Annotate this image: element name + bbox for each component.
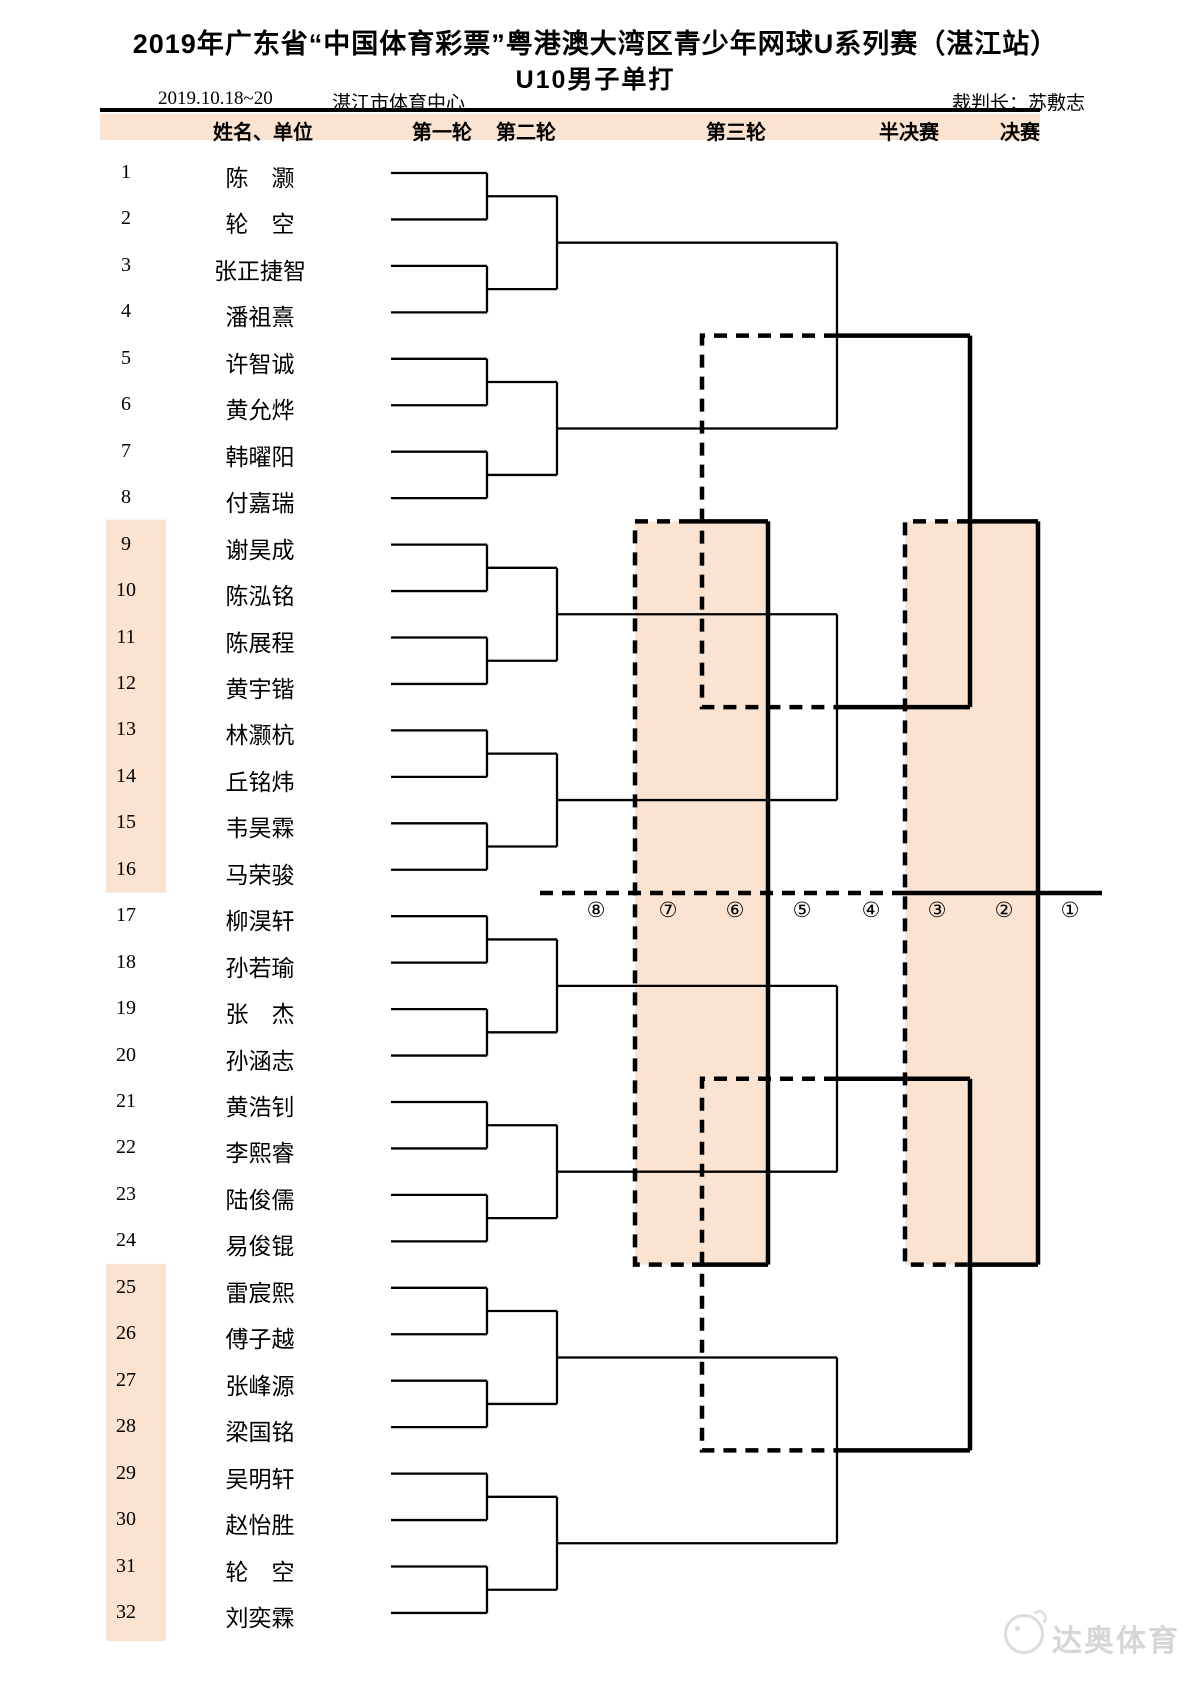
column-header-semifinal: 半决赛 <box>879 122 939 144</box>
axis-position-label: ⑥ <box>725 897 745 922</box>
page-title: 2019年广东省“中国体育彩票”粤港澳大湾区青少年网球U系列赛（湛江站） <box>132 29 1059 59</box>
player-number: 5 <box>121 346 131 369</box>
player-name: 林灏杭 <box>225 723 295 749</box>
column-header-round3: 第三轮 <box>706 122 766 144</box>
player-number: 6 <box>121 393 131 416</box>
column-header-round2: 第二轮 <box>496 122 556 144</box>
player-name: 谢昊成 <box>225 537 295 563</box>
player-number: 23 <box>116 1182 136 1205</box>
axis-position-label: ① <box>1060 897 1080 922</box>
player-number: 14 <box>116 764 136 787</box>
player-number: 8 <box>121 486 131 509</box>
player-number: 32 <box>116 1600 136 1623</box>
player-number: 30 <box>116 1508 136 1531</box>
axis-position-label: ⑧ <box>586 897 606 922</box>
player-name: 赵怡胜 <box>225 1513 295 1539</box>
player-number: 15 <box>116 811 136 834</box>
axis-position-label: ② <box>994 897 1014 922</box>
player-name: 柳淏轩 <box>225 909 295 935</box>
player-name: 傅子越 <box>225 1327 295 1353</box>
column-header-final: 决赛 <box>1000 122 1040 144</box>
player-number: 16 <box>116 857 136 880</box>
axis-position-label: ③ <box>927 897 947 922</box>
player-number: 12 <box>116 671 136 694</box>
player-name: 陈泓铭 <box>225 584 295 610</box>
player-number: 24 <box>116 1229 136 1252</box>
player-name: 韩曜阳 <box>225 444 295 470</box>
player-name: 吴明轩 <box>225 1466 295 1492</box>
player-number: 18 <box>116 950 136 973</box>
player-number: 10 <box>116 579 136 602</box>
player-number: 29 <box>116 1461 136 1484</box>
watermark-text: 达奥体育 <box>1052 1625 1180 1658</box>
header-bar <box>100 114 1040 140</box>
player-name: 易俊锟 <box>225 1234 295 1260</box>
player-number: 1 <box>121 161 131 183</box>
column-header-name: 姓名、单位 <box>213 122 313 144</box>
player-number: 2 <box>121 207 131 230</box>
event-subtitle: U10男子单打 <box>515 66 676 94</box>
axis-position-label: ④ <box>861 897 881 922</box>
player-number: 21 <box>116 1090 136 1112</box>
player-name: 马荣骏 <box>225 862 295 888</box>
axis-position-label: ⑤ <box>792 897 812 922</box>
event-date: 2019.10.18~20 <box>158 88 273 109</box>
player-name: 韦昊霖 <box>225 816 295 842</box>
player-name: 黄浩钊 <box>225 1095 295 1120</box>
player-number: 7 <box>121 439 131 462</box>
player-name: 孙若瑜 <box>225 955 295 981</box>
player-number: 11 <box>116 625 136 648</box>
player-name: 孙涵志 <box>225 1048 295 1074</box>
player-name: 丘铭炜 <box>225 769 295 795</box>
player-number: 26 <box>116 1322 136 1345</box>
player-name: 陈展程 <box>225 630 295 656</box>
player-name: 张峰源 <box>225 1373 295 1399</box>
player-number: 9 <box>121 532 131 555</box>
player-name: 黄允烨 <box>225 398 295 424</box>
player-number: 22 <box>116 1136 136 1159</box>
bracket-dashed-lines <box>540 333 970 1453</box>
player-name: 潘祖熹 <box>225 305 295 331</box>
player-name: 轮 空 <box>225 212 295 238</box>
player-name: 许智诚 <box>225 351 295 377</box>
player-name: 付嘉瑞 <box>225 491 295 517</box>
player-number: 4 <box>121 300 131 323</box>
player-name: 黄宇锴 <box>225 676 295 702</box>
watermark: 达奥体育 <box>1000 1608 1190 1662</box>
player-name: 李熙睿 <box>225 1141 295 1167</box>
header-divider-line <box>100 108 1040 112</box>
player-number: 25 <box>116 1275 136 1298</box>
watermark-logo-icon <box>1004 1610 1047 1654</box>
player-number: 20 <box>116 1043 136 1066</box>
player-name: 陆俊儒 <box>225 1187 295 1213</box>
player-number: 3 <box>121 253 131 276</box>
player-name: 张 杰 <box>225 1002 295 1028</box>
player-name: 陈 灏 <box>225 166 295 191</box>
player-name: 梁国铭 <box>225 1420 295 1446</box>
player-number: 31 <box>116 1554 136 1577</box>
player-name: 轮 空 <box>225 1559 295 1585</box>
player-name: 刘奕霖 <box>225 1605 295 1631</box>
player-name: 张正捷智 <box>214 258 306 284</box>
player-number: 27 <box>116 1368 136 1391</box>
player-number: 13 <box>116 718 136 741</box>
bracket-thin-lines <box>391 171 839 1615</box>
player-number: 17 <box>116 904 136 927</box>
player-number: 19 <box>116 997 136 1020</box>
player-name: 雷宸熙 <box>225 1280 295 1306</box>
column-header-round1: 第一轮 <box>412 122 472 144</box>
axis-position-label: ⑦ <box>658 897 678 922</box>
player-list: 1 陈 灏 2 轮 空 3 张正捷智 4 潘祖熹 5 许智诚 6 黄允烨 7 韩曜阳 8 付嘉瑞 9 谢昊成 10 陈… <box>0 0 400 1684</box>
player-number: 28 <box>116 1415 136 1438</box>
